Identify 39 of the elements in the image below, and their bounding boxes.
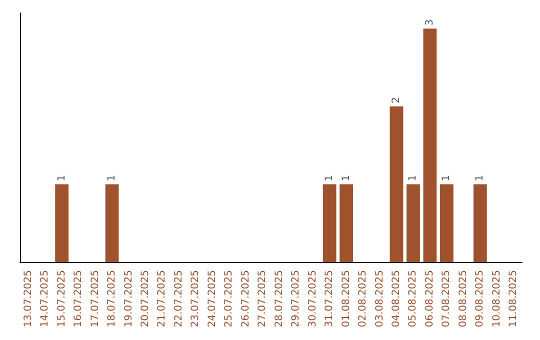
x-tick-label: 06.08.2025 — [424, 270, 436, 328]
x-tick-label: 25.07.2025 — [224, 270, 235, 328]
x-tick-label: 26.07.2025 — [240, 270, 252, 328]
x-tick-label: 15.07.2025 — [56, 270, 68, 328]
data-label: 1 — [106, 174, 118, 182]
x-tick-label: 03.08.2025 — [374, 270, 386, 328]
x-tick-label: 29.07.2025 — [290, 270, 302, 328]
x-tick-label: 22.07.2025 — [173, 270, 184, 328]
x-tick-label: 17.07.2025 — [90, 270, 101, 328]
data-label: 1 — [56, 174, 68, 182]
x-tick-label: 02.08.2025 — [358, 270, 369, 328]
data-label: 3 — [424, 19, 436, 26]
x-tick-label: 16.07.2025 — [73, 270, 84, 328]
data-label: 1 — [324, 174, 336, 182]
x-tick-label: 27.07.2025 — [257, 270, 268, 328]
x-tick-label: 11.08.2025 — [508, 270, 520, 328]
x-tick-label: 21.07.2025 — [156, 270, 168, 328]
x-tick-label: 19.07.2025 — [123, 270, 134, 328]
x-tick-label: 30.07.2025 — [307, 270, 318, 328]
x-tick-label: 28.07.2025 — [274, 270, 285, 328]
x-tick-label: 01.08.2025 — [340, 270, 352, 328]
data-label: 1 — [474, 174, 486, 182]
x-tick-label: 24.07.2025 — [206, 270, 218, 328]
x-tick-label: 04.08.2025 — [391, 270, 402, 328]
x-tick-label: 05.08.2025 — [408, 270, 419, 328]
x-tick-label: 07.08.2025 — [441, 270, 452, 328]
x-tick-label: 31.07.2025 — [324, 270, 336, 328]
x-tick-label: 08.08.2025 — [458, 270, 469, 328]
x-tick-label: 23.07.2025 — [190, 270, 202, 328]
data-label: 1 — [340, 174, 352, 182]
data-label: 2 — [391, 97, 402, 104]
x-tick-label: 13.07.2025 — [22, 270, 34, 328]
x-tick-label: 14.07.2025 — [40, 270, 51, 328]
x-tick-label: 09.08.2025 — [474, 270, 486, 328]
data-label: 1 — [441, 174, 452, 182]
x-tick-label: 18.07.2025 — [106, 270, 118, 328]
data-label: 1 — [408, 174, 419, 182]
x-tick-label: 20.07.2025 — [140, 270, 151, 328]
x-tick-label: 10.08.2025 — [491, 270, 502, 328]
